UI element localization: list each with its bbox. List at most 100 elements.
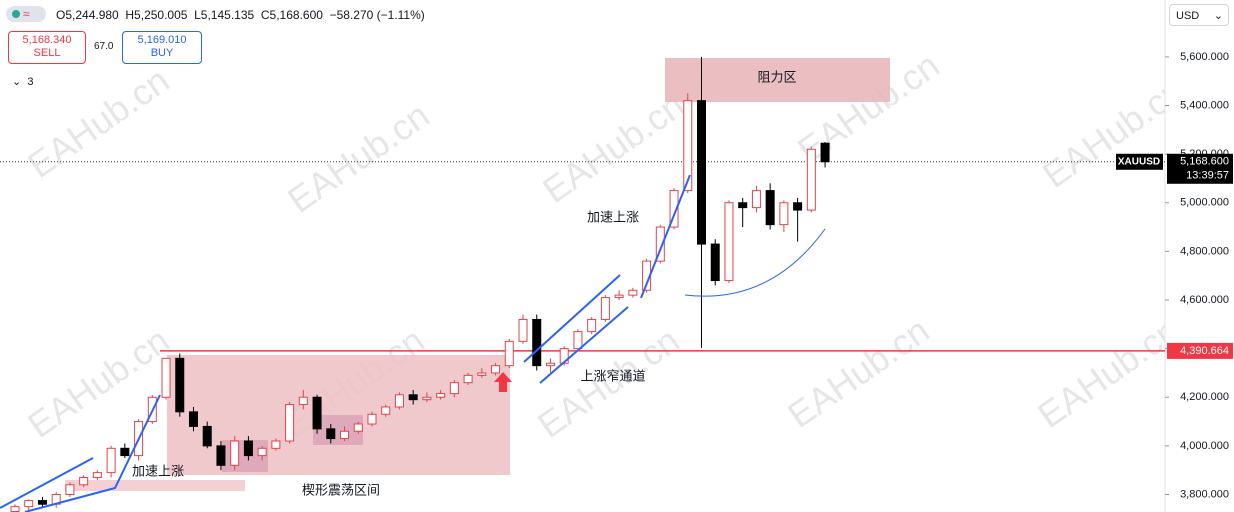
buy-button[interactable]: 5,169.010 BUY <box>122 31 202 64</box>
y-tick-label: 3,800.000 <box>1180 488 1229 500</box>
last-price-bg <box>1167 153 1233 184</box>
candle-body <box>326 428 336 440</box>
candle-body <box>436 393 446 398</box>
candle-body <box>120 447 130 457</box>
symbol-icons[interactable]: ≈ <box>6 6 46 22</box>
annotation: 楔形震荡区间 <box>302 482 380 497</box>
candle-body <box>79 476 89 486</box>
high: H5,250.005 <box>125 8 188 22</box>
change: −58.270 (−1.11%) <box>329 8 425 22</box>
candle-body <box>65 484 75 495</box>
trend-line <box>640 174 691 299</box>
sell-price: 5,168.340 <box>22 34 72 46</box>
spread: 67.0 <box>94 41 114 52</box>
open: O5,244.980 <box>56 8 119 22</box>
candle-body <box>683 100 693 192</box>
candle-body <box>92 472 102 478</box>
candle-body <box>175 357 185 413</box>
candle-body <box>10 506 20 512</box>
candle-body <box>724 202 734 282</box>
candle-body <box>106 447 116 474</box>
candle-body <box>587 318 597 333</box>
candle-body <box>298 396 308 406</box>
y-tick-label: 4,000.000 <box>1180 440 1229 452</box>
trend-line <box>539 306 629 384</box>
candle-body <box>477 372 487 376</box>
low: L5,145.135 <box>194 8 255 22</box>
candle-body <box>504 340 514 367</box>
candle-body <box>573 331 583 350</box>
candle-body <box>820 142 830 163</box>
watermark: EAHub.cn <box>1030 309 1186 436</box>
buy-label: BUY <box>150 47 174 59</box>
candle-body <box>710 243 720 282</box>
annotation: 阻力区 <box>757 69 796 84</box>
level-label: 4,390.664 <box>1180 345 1229 357</box>
ohlc: O5,244.980 H5,250.005 L5,145.135 C5,168.… <box>56 8 425 22</box>
candle-body <box>408 394 418 401</box>
countdown: 13:39:57 <box>1186 170 1229 182</box>
annotation: 加速上涨 <box>132 463 184 478</box>
candle-body <box>518 318 528 342</box>
level-label-bg <box>1167 342 1233 359</box>
watermark: EAHub.cn <box>280 94 436 221</box>
sell-label: SELL <box>33 47 61 59</box>
candle-body <box>614 294 624 299</box>
currency-select[interactable]: USD ⌄ <box>1169 4 1229 26</box>
trend-line <box>523 274 621 363</box>
candle-body <box>422 396 432 401</box>
candle-body <box>367 413 377 425</box>
candle-body <box>532 318 542 367</box>
arc <box>684 228 826 297</box>
candle-body <box>738 202 748 209</box>
currency: USD <box>1176 10 1200 22</box>
candle-body <box>394 394 404 408</box>
candle-body <box>765 190 775 226</box>
candle-body <box>340 430 350 440</box>
candle-body <box>216 445 226 466</box>
indicators-toggle[interactable]: ⌄ 3 <box>12 76 34 88</box>
y-tick-label: 5,400.000 <box>1180 99 1229 111</box>
candle-body <box>285 404 295 442</box>
watermark: EAHub.cn <box>20 319 176 446</box>
y-tick-label: 4,800.000 <box>1180 245 1229 257</box>
watermark: EAHub.cn <box>535 84 691 211</box>
candle-body <box>793 202 803 211</box>
last-price-label: 5,168.600 <box>1180 156 1229 168</box>
close: C5,168.600 <box>260 8 323 22</box>
candle-body <box>449 382 459 395</box>
candle-body <box>312 396 322 430</box>
candle-body <box>353 423 363 432</box>
symbol-tag <box>1116 153 1163 170</box>
annotation: 加速上涨 <box>587 209 639 224</box>
zone <box>665 58 890 102</box>
candle-body <box>600 297 610 320</box>
candle-body <box>188 411 198 427</box>
watermark: EAHub.cn <box>780 309 936 436</box>
candle-body <box>779 202 789 226</box>
y-tick-label: 5,000.000 <box>1180 197 1229 209</box>
indicators-count: 3 <box>27 76 34 88</box>
annotation: 上涨窄通道 <box>580 368 645 383</box>
candle-body <box>161 357 171 398</box>
candle-body <box>271 440 281 449</box>
candle-body <box>37 500 47 505</box>
trend-line <box>24 394 161 512</box>
candle-body <box>463 374 473 384</box>
y-tick-label: 5,600.000 <box>1180 51 1229 63</box>
watermark: EAHub.cn <box>20 59 176 186</box>
candle-body <box>697 100 706 245</box>
candle-body <box>202 425 212 447</box>
candle-body <box>628 289 638 296</box>
sell-button[interactable]: 5,168.340 SELL <box>8 31 86 64</box>
candle-body <box>655 226 665 262</box>
candle-body <box>669 190 679 228</box>
candle-body <box>381 406 391 415</box>
icon: ≈ <box>23 7 30 21</box>
arrow <box>494 372 512 392</box>
y-tick-label: 4,600.000 <box>1180 294 1229 306</box>
candle-body <box>545 362 555 367</box>
zone <box>65 480 245 491</box>
